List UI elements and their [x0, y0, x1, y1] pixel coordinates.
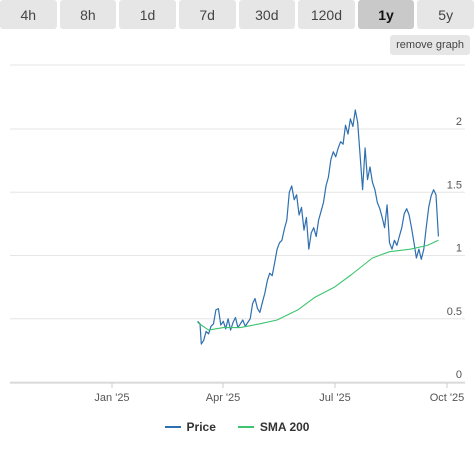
y-tick-label: 0	[456, 369, 462, 381]
x-tick-label: Apr '25	[206, 392, 241, 404]
y-tick-label: 0.5	[447, 306, 462, 318]
tab-30d[interactable]: 30d	[238, 0, 296, 29]
legend-item-sma[interactable]: SMA 200	[237, 420, 310, 434]
remove-graph-button[interactable]: remove graph	[390, 35, 470, 55]
legend-swatch-price	[164, 426, 181, 428]
tab-4h[interactable]: 4h	[0, 0, 57, 29]
x-tick-label: Oct '25	[430, 392, 465, 404]
tab-1d[interactable]: 1d	[119, 0, 176, 29]
y-tick-label: 1.5	[447, 179, 462, 191]
tab-5y[interactable]: 5y	[417, 0, 474, 29]
y-tick-label: 2	[456, 116, 462, 128]
sma-200-series-line	[197, 239, 439, 331]
y-tick-label: 1	[456, 243, 462, 255]
chart-legend: Price SMA 200	[0, 420, 474, 434]
x-tick-label: Jan '25	[94, 392, 129, 404]
x-tick-label: Jul '25	[319, 392, 350, 404]
legend-label-price: Price	[186, 420, 216, 434]
legend-item-price[interactable]: Price	[164, 420, 216, 434]
price-series-line	[197, 109, 439, 345]
timeframe-tabs: 4h 8h 1d 7d 30d 120d 1y 5y	[0, 0, 474, 29]
legend-label-sma: SMA 200	[259, 420, 310, 434]
tab-1y[interactable]: 1y	[357, 0, 415, 29]
tab-7d[interactable]: 7d	[178, 0, 236, 29]
tab-8h[interactable]: 8h	[59, 0, 117, 29]
legend-swatch-sma	[237, 426, 254, 428]
tab-120d[interactable]: 120d	[298, 0, 355, 29]
